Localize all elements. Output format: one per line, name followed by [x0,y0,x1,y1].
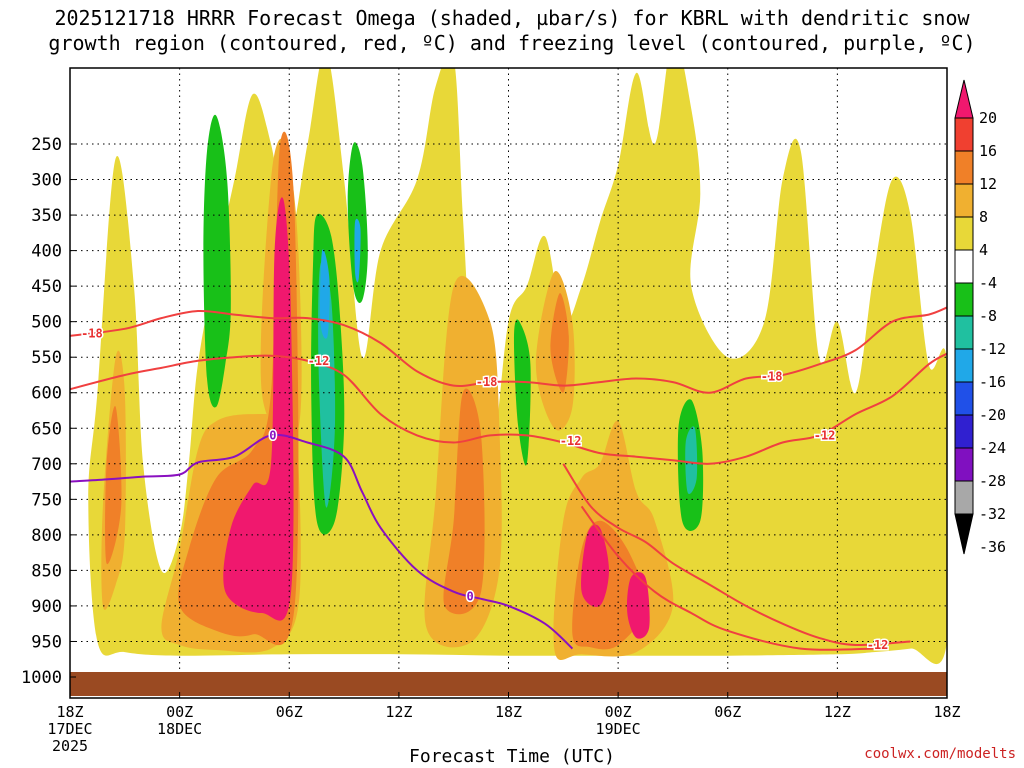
dgz-label: -12 [560,434,582,448]
y-tick-label: 800 [31,526,62,546]
freezing-label: 0 [467,590,474,604]
y-tick-label: 450 [31,277,62,297]
colorbar-label: -24 [979,439,1006,457]
colorbar-label: -16 [979,373,1006,391]
y-tick-label: 950 [31,632,62,652]
colorbar-label: -28 [979,472,1006,490]
colorbar-swatch [954,480,974,515]
y-tick-label: 350 [31,206,62,226]
colorbar-bottom-triangle [954,513,974,555]
dgz-label: -18 [81,327,103,341]
colorbar-swatch [954,348,974,383]
omega-region [105,406,122,565]
dgz-label: -18 [476,375,498,389]
omega-region [319,249,330,339]
title-line-2: growth region (contoured, red, ºC) and f… [48,31,976,55]
omega-region [223,197,294,621]
dgz-contour [580,505,874,651]
colorbar-label: -4 [979,274,997,292]
omega-region [627,572,650,639]
y-tick-label: 1000 [21,668,62,688]
colorbar-swatch [954,150,974,185]
x-tick-label: 18Z [933,703,960,721]
omega-region [443,388,485,615]
dgz-contour [70,352,947,465]
colorbar-label: -36 [979,538,1006,556]
omega-region [581,524,609,607]
colorbar-label: 12 [979,175,997,193]
y-tick-label: 700 [31,455,62,475]
omega-region [354,218,361,283]
x-tick-label: 18DEC [157,720,202,738]
colorbar-label: -8 [979,307,997,325]
x-tick-label: 2025 [52,737,88,755]
omega-region [685,426,698,495]
x-tick-label: 12Z [385,703,412,721]
colorbar-swatch [954,315,974,350]
colorbar-swatch [954,414,974,449]
title-line-1: 2025121718 HRRR Forecast Omega (shaded, … [54,6,970,30]
y-tick-label: 300 [31,171,62,191]
dgz-contour [70,306,947,394]
colorbar-swatch [954,117,974,152]
colorbar-swatch [954,282,974,317]
y-tick-label: 650 [31,419,62,439]
y-tick-label: 900 [31,597,62,617]
y-tick-label: 400 [31,242,62,262]
omega-region [203,114,231,408]
y-tick-label: 750 [31,490,62,510]
dgz-label: -18 [761,369,783,383]
dgz-label: -12 [867,638,889,652]
colorbar-label: 4 [979,241,988,259]
x-tick-label: 00Z [166,703,193,721]
y-tick-label: 500 [31,313,62,333]
x-tick-label: 12Z [824,703,851,721]
y-tick-label: 550 [31,348,62,368]
colorbar-label: 20 [979,109,997,127]
colorbar-swatch [954,447,974,482]
x-tick-label: 19DEC [596,720,641,738]
colorbar-swatch [954,381,974,416]
x-tick-label: 06Z [276,703,303,721]
freezing-label: 0 [269,428,276,442]
x-tick-label: 00Z [605,703,632,721]
colorbar-label: -32 [979,505,1006,523]
credit-link[interactable]: coolwx.com/modelts [864,746,1016,762]
dgz-label: -12 [308,354,330,368]
x-tick-label: 06Z [714,703,741,721]
x-tick-label: 18Z [495,703,522,721]
colorbar-label: -20 [979,406,1006,424]
colorbar-top-triangle [954,79,974,119]
colorbar-swatch [954,183,974,218]
dgz-contour [562,463,911,647]
colorbar-label: -12 [979,340,1006,358]
colorbar-label: 16 [979,142,997,160]
y-tick-label: 850 [31,561,62,581]
colorbar-label: 8 [979,208,988,226]
chart-title: 2025121718 HRRR Forecast Omega (shaded, … [0,6,1024,56]
y-tick-label: 250 [31,135,62,155]
x-axis-title: Forecast Time (UTC) [409,746,615,767]
omega-region [550,293,569,393]
x-tick-label: 17DEC [47,720,92,738]
freezing-level-contour [70,433,574,650]
dgz-label: -12 [814,428,836,442]
y-tick-label: 600 [31,384,62,404]
colorbar-swatch [954,216,974,251]
colorbar-swatch [954,249,974,284]
x-tick-label: 18Z [56,703,83,721]
